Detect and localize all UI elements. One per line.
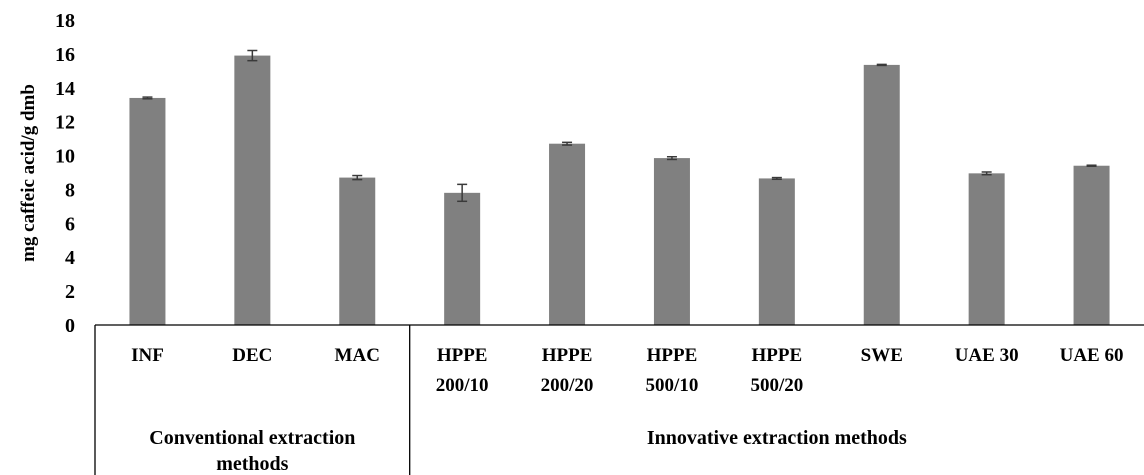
- y-tick-label: 18: [55, 10, 75, 32]
- category-label: MAC: [335, 345, 380, 366]
- bars: [129, 49, 1110, 326]
- y-axis: 0 2 4 6 8 10 12 14 16 18: [55, 10, 75, 337]
- error-bar-5: [666, 155, 677, 161]
- category-label: 500/20: [750, 375, 803, 396]
- y-tick-label: 2: [65, 281, 75, 303]
- bar-5: [653, 158, 690, 325]
- category-label: SWE: [861, 345, 903, 366]
- error-bar-7: [876, 63, 887, 67]
- bar-8: [968, 173, 1005, 325]
- y-tick-label: 16: [55, 44, 75, 66]
- group-label: methods: [216, 453, 288, 475]
- bar-7: [863, 64, 900, 326]
- error-bar-2: [352, 174, 363, 181]
- y-tick-label: 8: [65, 179, 75, 201]
- y-tick-label: 12: [55, 112, 75, 134]
- category-table: INF DEC MAC HPPE 200/10 HPPE 200/20 HPPE 500/10 H…: [94, 324, 1144, 475]
- bar-1: [234, 55, 271, 325]
- error-bar-4: [562, 141, 573, 146]
- category-label: 200/20: [541, 375, 594, 396]
- category-label: HPPE: [542, 345, 593, 366]
- bar-6: [758, 178, 795, 325]
- category-label: HPPE: [437, 345, 488, 366]
- category-label: 200/10: [436, 375, 489, 396]
- bar-9: [1073, 165, 1110, 325]
- bar-4: [549, 143, 586, 325]
- group-label: Conventional extraction: [149, 427, 355, 449]
- error-bar-8: [981, 171, 992, 176]
- y-tick-label: 0: [65, 315, 75, 337]
- error-bar-0: [142, 96, 153, 100]
- bar-0: [129, 97, 166, 325]
- error-bar-1: [247, 49, 258, 62]
- category-label: HPPE: [647, 345, 698, 366]
- category-label: INF: [131, 345, 164, 366]
- y-axis-label: mg caffeic acid/g dmb: [18, 84, 39, 262]
- category-label: DEC: [232, 345, 272, 366]
- category-label: 500/10: [646, 375, 699, 396]
- bar-2: [339, 177, 376, 325]
- y-tick-label: 4: [65, 247, 75, 269]
- group-label: Innovative extraction methods: [647, 427, 907, 449]
- y-tick-label: 14: [55, 78, 75, 100]
- category-label: UAE 30: [955, 345, 1019, 366]
- bar-3: [444, 192, 481, 325]
- category-label: HPPE: [752, 345, 803, 366]
- category-label: UAE 60: [1060, 345, 1124, 366]
- error-bar-6: [771, 176, 782, 181]
- error-bar-3: [457, 183, 468, 203]
- error-bar-9: [1086, 164, 1097, 167]
- y-tick-label: 10: [55, 146, 75, 168]
- y-tick-label: 6: [65, 213, 75, 235]
